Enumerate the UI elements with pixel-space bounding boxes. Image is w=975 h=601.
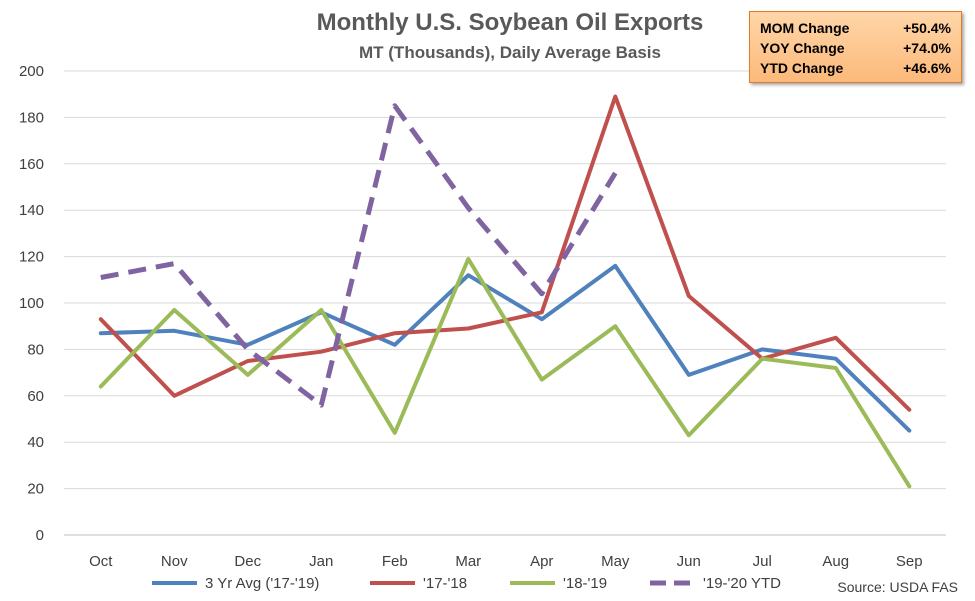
y-tick-label: 60 [27,388,44,405]
y-tick-label: 160 [19,156,44,173]
x-tick-label: Sep [896,553,923,570]
x-tick-label: Dec [234,553,261,570]
x-tick-label: Apr [530,553,553,570]
y-tick-label: 100 [19,295,44,312]
x-tick-label: Aug [822,553,849,570]
x-tick-label: Mar [455,553,481,570]
x-tick-label: Oct [89,553,113,570]
series-lines [98,94,912,489]
stat-value: +46.6% [903,60,951,76]
y-tick-label: 0 [36,527,44,544]
legend-label: '18-'19 [563,575,607,592]
stat-label: YTD Change [760,60,844,76]
y-axis-ticks: 0 20 40 60 80 100 120 140 160 180 200 [19,63,44,544]
x-tick-label: Nov [161,553,188,570]
legend-label: 3 Yr Avg ('17-'19) [205,575,319,592]
x-axis-ticks: Oct Nov Dec Jan Feb Mar Apr May Jun Jul Aug Sep [89,553,923,570]
stat-value: +50.4% [903,20,951,36]
y-tick-label: 20 [27,481,44,498]
stat-label: MOM Change [760,20,850,36]
stat-row-yoy: YOY Change +74.0% [760,38,951,58]
x-tick-label: May [601,553,630,570]
y-tick-label: 180 [19,109,44,126]
y-tick-label: 200 [19,63,44,80]
y-tick-label: 80 [27,341,44,358]
y-tick-label: 120 [19,249,44,266]
stats-box: MOM Change +50.4% YOY Change +74.0% YTD … [749,11,962,83]
stat-value: +74.0% [903,40,951,56]
y-tick-label: 40 [27,434,44,451]
chart-title: Monthly U.S. Soybean Oil Exports [317,9,704,36]
source-note: Source: USDA FAS [837,579,958,595]
series-line-3 [100,103,618,408]
stat-row-mom: MOM Change +50.4% [760,18,951,38]
grid [64,70,946,536]
y-tick-label: 140 [19,202,44,219]
chart-subtitle: MT (Thousands), Daily Average Basis [359,43,661,62]
x-tick-label: Feb [382,553,408,570]
series-line-2 [98,256,912,489]
stat-label: YOY Change [760,40,845,56]
legend-label: '19-'20 YTD [703,575,781,592]
x-tick-label: Jan [309,553,333,570]
stat-row-ytd: YTD Change +46.6% [760,58,951,78]
legend-label: '17-'18 [423,575,467,592]
x-tick-label: Jul [753,553,772,570]
series-line-0 [98,263,912,433]
x-tick-label: Jun [677,553,701,570]
legend: 3 Yr Avg ('17-'19) '17-'18 '18-'19 '19-'20 … [152,575,781,592]
